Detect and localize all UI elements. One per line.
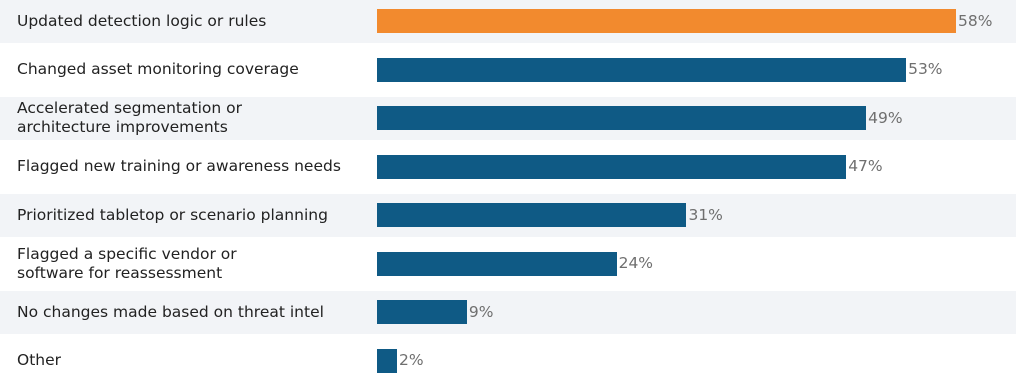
category-label: Changed asset monitoring coverage: [17, 60, 299, 78]
row-band: [0, 290, 1016, 334]
category-label: Prioritized tabletop or scenario plannin…: [17, 205, 328, 224]
value-label: 49%: [868, 108, 903, 127]
value-label: 47%: [848, 157, 883, 175]
bar: [377, 348, 397, 373]
bar: [377, 106, 867, 130]
value-label: 58%: [958, 11, 993, 30]
value-label: 31%: [688, 205, 723, 224]
category-label: Flagged new training or awareness needs: [17, 157, 341, 175]
category-label: Accelerated segmentation or architecture …: [17, 99, 242, 136]
category-label: Updated detection logic or rules: [17, 11, 267, 30]
bar: [377, 57, 907, 82]
value-label: 2%: [398, 351, 424, 369]
value-label: 9%: [468, 302, 494, 321]
bar: [377, 251, 617, 276]
bar: [377, 9, 956, 33]
value-label: 24%: [618, 254, 654, 272]
category-label: No changes made based on threat intel: [17, 302, 324, 321]
category-label: Flagged a specific vendor or software for…: [17, 244, 237, 282]
category-label: Other: [17, 351, 62, 369]
value-label: 53%: [908, 60, 943, 78]
bar: [377, 300, 467, 324]
bar: [377, 203, 687, 227]
bar: [377, 154, 847, 179]
